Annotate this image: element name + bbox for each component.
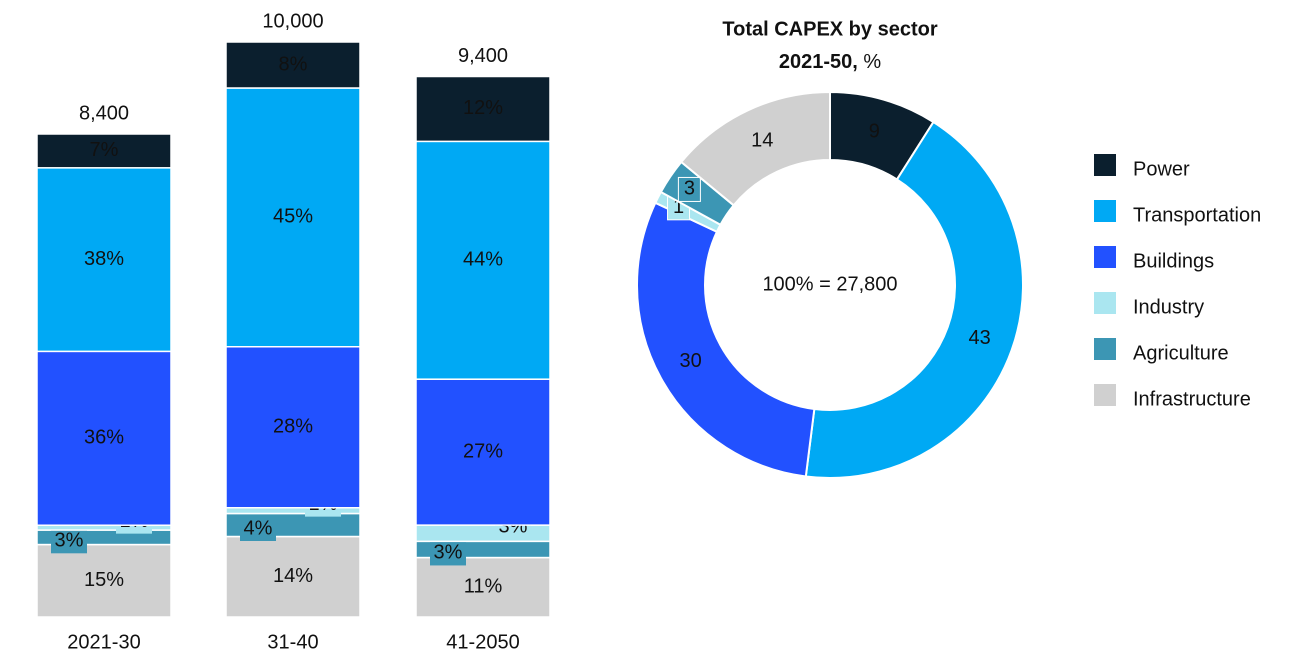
slice-label: 3 <box>684 178 695 200</box>
legend-label: Infrastructure <box>1133 388 1251 410</box>
segment-label: 15% <box>84 569 124 591</box>
label-box <box>677 176 701 202</box>
donut-slice <box>636 201 816 478</box>
segment-label: 3% <box>55 530 84 552</box>
segment-label: 12% <box>463 97 503 119</box>
legend-swatch <box>1094 154 1116 176</box>
label-box <box>51 529 87 554</box>
bar-segment <box>225 41 361 89</box>
total-label: 8,400 <box>79 102 129 124</box>
segment-label: 36% <box>84 427 124 449</box>
bar-segment <box>225 346 361 509</box>
slice-label: 30 <box>680 350 702 372</box>
donut-center-label: 100% = 27,800 <box>762 273 897 295</box>
segment-label: 4% <box>244 517 273 539</box>
x-tick-label: 41-2050 <box>446 631 519 653</box>
segment-label: 8% <box>279 53 308 75</box>
segment-label: 14% <box>273 565 313 587</box>
segment-label: 38% <box>84 248 124 270</box>
slice-label: 43 <box>968 327 990 349</box>
bar-segment <box>36 350 172 526</box>
donut-slice <box>679 90 831 207</box>
legend-swatch <box>1094 246 1116 268</box>
unit-text: % <box>863 51 881 73</box>
bar-segment <box>415 140 551 380</box>
x-tick-label: 31-40 <box>267 631 318 653</box>
total-label: 9,400 <box>458 45 508 67</box>
bar-segment <box>415 75 551 143</box>
x-tick-label: 2021-30 <box>67 631 140 653</box>
bar-segment <box>225 87 361 348</box>
legend-label: Industry <box>1133 296 1204 318</box>
segment-label: 27% <box>463 440 503 462</box>
legend-swatch <box>1094 384 1116 406</box>
legend-label: Agriculture <box>1133 342 1229 364</box>
legend-label: Transportation <box>1133 204 1261 226</box>
label-box <box>430 541 466 566</box>
segment-label: 3% <box>434 542 463 564</box>
donut-title: Total CAPEX by sector <box>722 18 937 40</box>
total-label: 10,000 <box>262 10 323 32</box>
bar-segment <box>415 556 551 618</box>
slice-label: 1 <box>673 196 684 218</box>
segment-label: 28% <box>273 416 313 438</box>
bar-segment <box>36 167 172 353</box>
subtitle-text: 2021-50, <box>779 51 858 73</box>
slice-label: 9 <box>869 121 880 143</box>
label-box <box>240 517 276 541</box>
segment-label: 45% <box>273 206 313 228</box>
donut-subtitle: 2021-50, % <box>779 51 882 73</box>
legend-swatch <box>1094 200 1116 222</box>
legend-swatch <box>1094 292 1116 314</box>
segment-label: 44% <box>463 249 503 271</box>
bar-segment <box>36 133 172 169</box>
legend-label: Buildings <box>1133 250 1214 272</box>
legend-swatch <box>1094 338 1116 360</box>
bar-segment <box>415 378 551 526</box>
legend-label: Power <box>1133 158 1190 180</box>
bar-segment <box>36 543 172 618</box>
segment-label: 7% <box>90 139 119 161</box>
donut-slice <box>804 120 1024 479</box>
slice-label: 14 <box>751 129 773 151</box>
segment-label: 11% <box>464 576 503 598</box>
